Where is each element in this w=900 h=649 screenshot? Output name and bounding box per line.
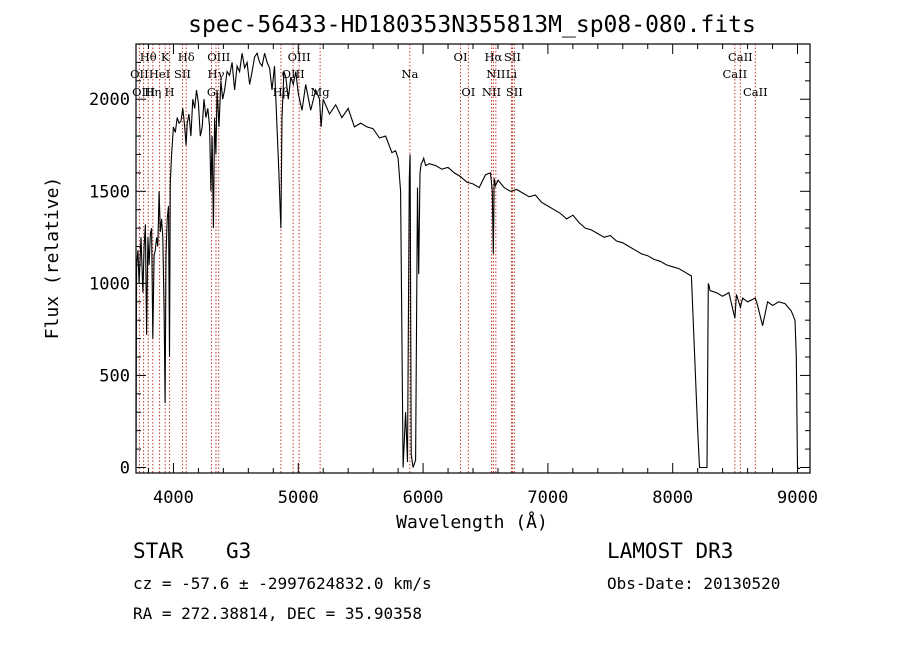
line-label-20: Hα <box>484 50 502 64</box>
line-label-25: CaII <box>722 67 747 81</box>
line-label-26: CaII <box>728 50 753 64</box>
x-tick-label-4000: 4000 <box>153 488 194 508</box>
line-label-22: SII <box>504 50 521 64</box>
redshift-line: cz = -57.6 ± -2997624832.0 km/s <box>133 574 432 593</box>
x-axis-ticks: 4000 5000 6000 7000 8000 9000 <box>147 44 818 508</box>
y-tick-label-2000: 2000 <box>89 90 130 110</box>
line-label-15: Mg <box>311 85 331 99</box>
x-tick-label-9000: 9000 <box>777 488 818 508</box>
plot-frame <box>135 43 811 474</box>
chart-title: spec-56433-HD180353N355813M_sp08-080.fit… <box>188 12 756 38</box>
line-label-7: SII <box>174 67 191 81</box>
line-label-12: Hβ <box>273 85 290 99</box>
x-tick-label-5000: 5000 <box>278 488 319 508</box>
spectrum-line <box>135 51 800 469</box>
line-label-24: SII <box>506 85 523 99</box>
line-label-18: OI <box>461 85 475 99</box>
y-tick-label-0: 0 <box>120 458 130 478</box>
survey-name: LAMOST DR3 <box>607 539 733 563</box>
spectral-line-labels: HθOIIOIIIHηHeIKHSIIHδGHγOIIIHβOIIIOIIIMg… <box>130 50 768 99</box>
y-tick-label-500: 500 <box>99 366 130 386</box>
x-tick-label-7000: 7000 <box>527 488 568 508</box>
x-tick-label-8000: 8000 <box>652 488 693 508</box>
line-label-0: Hθ <box>140 50 157 64</box>
line-label-5: K <box>161 50 170 64</box>
line-label-23: Li <box>506 67 518 81</box>
y-tick-label-1000: 1000 <box>89 274 130 294</box>
y-axis-label: Flux (relative) <box>42 177 63 340</box>
line-label-3: Hη <box>144 85 161 99</box>
line-label-9: G <box>207 85 216 99</box>
spectral-subclass: G3 <box>226 539 251 563</box>
line-label-6: H <box>165 85 175 99</box>
line-label-27: CaII <box>743 85 768 99</box>
line-label-10: Hγ <box>208 67 225 81</box>
y-axis-ticks: 0 500 1000 1500 2000 <box>89 61 810 478</box>
y-tick-label-1500: 1500 <box>89 182 130 202</box>
line-label-2: OIII <box>132 85 155 99</box>
line-label-11: OIII <box>207 50 230 64</box>
x-tick-label-6000: 6000 <box>403 488 444 508</box>
line-label-19: NII <box>482 85 501 99</box>
line-label-17: OI <box>454 50 468 64</box>
line-label-4: HeI <box>149 67 170 81</box>
object-type: STAR <box>133 539 184 563</box>
coordinates-line: RA = 272.38814, DEC = 35.90358 <box>133 604 422 623</box>
line-label-8: Hδ <box>178 50 195 64</box>
obs-date-line: Obs-Date: 20130520 <box>607 574 780 593</box>
line-label-1: OII <box>130 67 149 81</box>
line-label-14: OIII <box>288 50 311 64</box>
line-label-13: OIII <box>282 67 305 81</box>
x-axis-label: Wavelength (Å) <box>396 511 548 533</box>
line-label-21: NII <box>486 67 505 81</box>
line-label-16: Na <box>401 67 418 81</box>
spectral-line-markers <box>138 44 756 473</box>
